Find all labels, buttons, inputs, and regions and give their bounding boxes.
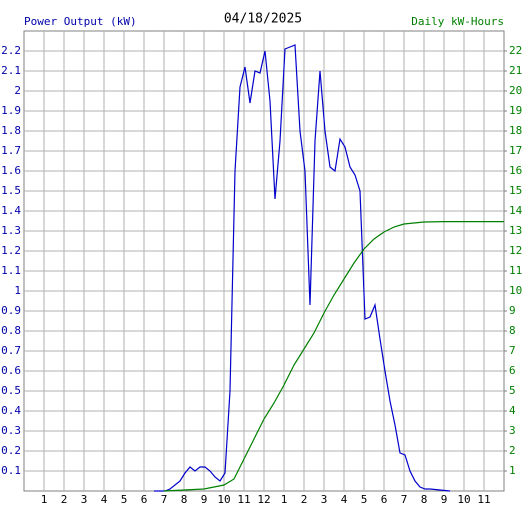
y2-tick-label: 19	[509, 104, 522, 117]
y-tick-label: 0.4	[1, 404, 21, 417]
x-tick-label: 3	[321, 493, 328, 506]
y2-tick-label: 4	[509, 404, 516, 417]
y-tick-label: 1.7	[1, 144, 21, 157]
y-tick-label: 0.7	[1, 344, 21, 357]
x-tick-label: 3	[81, 493, 88, 506]
x-tick-label: 1	[281, 493, 288, 506]
x-tick-label: 10	[457, 493, 470, 506]
y-tick-label: 2.2	[1, 44, 21, 57]
y2-tick-label: 5	[509, 384, 516, 397]
y-tick-label: 1.5	[1, 184, 21, 197]
x-tick-label: 6	[381, 493, 388, 506]
x-tick-label: 4	[101, 493, 108, 506]
x-tick-label: 4	[341, 493, 348, 506]
x-tick-label: 11	[237, 493, 250, 506]
x-tick-label: 8	[181, 493, 188, 506]
y2-tick-label: 20	[509, 84, 522, 97]
y2-axis-label: Daily kW-Hours	[411, 15, 504, 28]
y-tick-label: 0.1	[1, 464, 21, 477]
y-tick-label: 1.2	[1, 244, 21, 257]
y2-tick-label: 10	[509, 284, 522, 297]
y-tick-label: 0.3	[1, 424, 21, 437]
y2-tick-label: 3	[509, 424, 516, 437]
x-tick-label: 5	[121, 493, 128, 506]
y-tick-label: 2.1	[1, 64, 21, 77]
x-tick-label: 7	[401, 493, 408, 506]
y2-tick-label: 6	[509, 364, 516, 377]
x-tick-label: 5	[361, 493, 368, 506]
y-tick-label: 0.2	[1, 444, 21, 457]
y2-tick-label: 11	[509, 264, 522, 277]
y2-tick-label: 18	[509, 124, 522, 137]
y2-tick-label: 1	[509, 464, 516, 477]
x-tick-label: 11	[477, 493, 490, 506]
y2-tick-label: 16	[509, 164, 522, 177]
x-tick-label: 9	[441, 493, 448, 506]
x-tick-label: 8	[421, 493, 428, 506]
y-tick-label: 1.6	[1, 164, 21, 177]
y2-tick-label: 22	[509, 44, 522, 57]
x-tick-label: 2	[301, 493, 308, 506]
y2-tick-label: 9	[509, 304, 516, 317]
chart-title: 04/18/2025	[224, 12, 302, 27]
y2-tick-label: 17	[509, 144, 522, 157]
y-tick-label: 0.9	[1, 304, 21, 317]
y2-tick-label: 21	[509, 64, 522, 77]
data-line	[163, 221, 504, 492]
x-tick-label: 7	[161, 493, 168, 506]
y-tick-label: 0.6	[1, 364, 21, 377]
y-tick-label: 0.8	[1, 324, 21, 337]
y2-tick-label: 2	[509, 444, 516, 457]
y-tick-label: 1.8	[1, 124, 21, 137]
x-tick-label: 2	[61, 493, 68, 506]
x-tick-label: 1	[41, 493, 48, 506]
x-tick-label: 6	[141, 493, 148, 506]
x-tick-label: 10	[217, 493, 230, 506]
y-tick-label: 0.5	[1, 384, 21, 397]
y-tick-label: 1.3	[1, 224, 21, 237]
y2-tick-label: 8	[509, 324, 516, 337]
y-tick-label: 2	[14, 84, 21, 97]
x-tick-label: 9	[201, 493, 208, 506]
y2-tick-label: 15	[509, 184, 522, 197]
y-tick-label: 1.1	[1, 264, 21, 277]
y2-tick-label: 13	[509, 224, 522, 237]
y2-tick-label: 12	[509, 244, 522, 257]
y-axis-label: Power Output (kW)	[24, 15, 137, 28]
y-tick-label: 1.4	[1, 204, 21, 217]
y2-tick-label: 7	[509, 344, 516, 357]
y-tick-label: 1	[14, 284, 21, 297]
x-tick-label: 12	[257, 493, 270, 506]
y2-tick-label: 14	[509, 204, 523, 217]
data-line	[154, 44, 451, 492]
y-tick-label: 1.9	[1, 104, 21, 117]
